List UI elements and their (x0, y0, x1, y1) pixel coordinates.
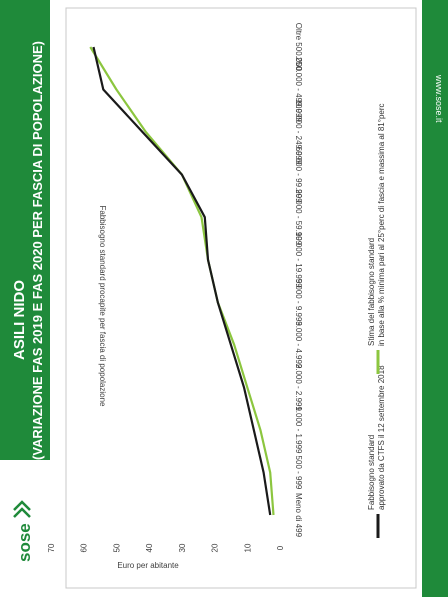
y-axis-ticks: 0 10 20 30 40 50 60 70 (47, 543, 285, 552)
legend-label-1: Stima del fabbisogno standardin base all… (367, 103, 386, 346)
y-tick-label: 60 (80, 543, 89, 552)
y-tick-label: 70 (47, 543, 56, 552)
x-tick-label: 5.000 - 9.999 (294, 279, 303, 327)
x-tick-label: 60.000 - 99.999 (294, 147, 303, 204)
legend-label-1-line-1: Stima del fabbisogno standard (367, 238, 376, 346)
x-tick-label: Oltre 500.000 (294, 23, 303, 72)
y-tick-label: 50 (112, 543, 121, 552)
chart-lines (89, 46, 275, 516)
x-tick-label: 10.000 - 19.999 (294, 232, 303, 289)
chart-legend: Fabbisogno standardapprovato da CTFS il … (367, 103, 386, 538)
series-line-0 (92, 46, 272, 516)
legend-label-0: Fabbisogno standardapprovato da CTFS il … (367, 365, 386, 510)
x-tick-label: 2.000 - 2.999 (294, 364, 303, 412)
y-tick-label: 40 (145, 543, 154, 552)
x-tick-label: 100.000 - 249.999 (294, 100, 303, 165)
x-tick-label: Meno di 499 (294, 493, 303, 538)
y-tick-label: 30 (178, 543, 187, 552)
legend-label-1-line-2: in base alla % minima pari al 25°perc di… (377, 103, 386, 346)
x-tick-label: 1.000 - 1.999 (294, 406, 303, 454)
x-tick-label: 20.000 - 59.999 (294, 189, 303, 246)
slide-title-line2: (VARIAZIONE FAS 2019 E FAS 2020 PER FASC… (30, 41, 45, 460)
logo-area (0, 460, 50, 597)
legend-label-0-line-2: approvato da CTFS il 12 settembre 2018 (377, 365, 386, 510)
footer-url: www.sose.it (434, 74, 444, 123)
y-axis-label: Euro per abitante (117, 561, 179, 570)
footer-band (422, 0, 448, 597)
y-tick-label: 10 (243, 543, 252, 552)
series-line-1 (89, 46, 275, 516)
x-tick-label: 500 - 999 (294, 456, 303, 490)
sose-logo: sose (13, 500, 34, 562)
x-tick-label: 250.000 - 499.999 (294, 57, 303, 122)
y-tick-label: 0 (276, 545, 285, 550)
x-tick-label: 3.000 - 4.999 (294, 321, 303, 369)
logo-chevron-icon (13, 500, 31, 518)
chart-border (65, 7, 417, 589)
slide-title-line1: ASILI NIDO (11, 280, 28, 360)
legend-label-0-line-1: Fabbisogno standard (367, 435, 376, 510)
chart-title: Fabbisogno standard procapite per fascia… (98, 205, 107, 407)
logo-text: sose (15, 523, 34, 562)
y-tick-label: 20 (211, 543, 220, 552)
